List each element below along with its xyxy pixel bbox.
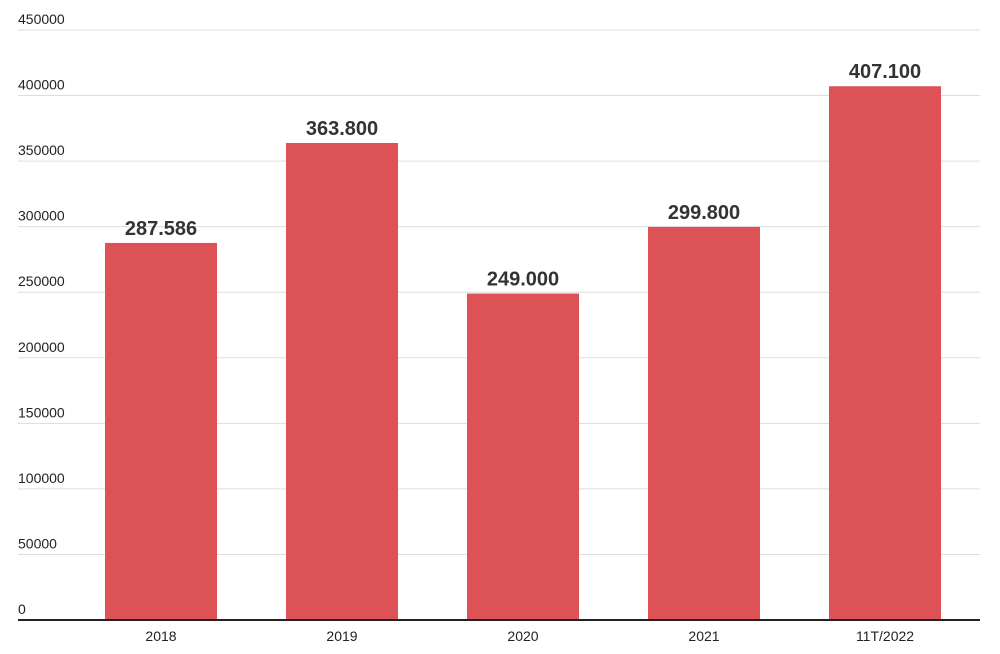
bar-value-label: 299.800 bbox=[668, 202, 740, 224]
bar-value-label: 407.100 bbox=[849, 61, 921, 83]
y-tick-label: 300000 bbox=[18, 208, 65, 224]
x-tick-label: 2020 bbox=[507, 628, 538, 644]
y-tick-label: 150000 bbox=[18, 404, 65, 420]
bar-2019 bbox=[286, 143, 398, 621]
y-tick-label: 50000 bbox=[18, 535, 57, 551]
bar-value-label: 363.800 bbox=[306, 118, 378, 140]
bar-value-labels: 287.586 363.800 249.000 299.800 407.100 bbox=[125, 61, 921, 290]
bar-value-label: 287.586 bbox=[125, 218, 197, 240]
y-tick-label: 0 bbox=[18, 601, 26, 617]
bars bbox=[105, 86, 941, 621]
y-axis-ticks: 0 50000 100000 150000 200000 250000 300000 3500… bbox=[18, 11, 65, 617]
bar-11t-2022 bbox=[829, 86, 941, 621]
bar-value-label: 249.000 bbox=[487, 269, 559, 291]
x-tick-label: 2019 bbox=[326, 628, 357, 644]
bar-2018 bbox=[105, 242, 217, 620]
y-tick-label: 350000 bbox=[18, 142, 65, 158]
y-tick-label: 100000 bbox=[18, 470, 65, 486]
y-tick-label: 450000 bbox=[18, 11, 65, 27]
bar-2020 bbox=[467, 293, 579, 620]
x-axis-labels: 2018 2019 2020 2021 11T/2022 bbox=[145, 628, 914, 644]
y-tick-label: 400000 bbox=[18, 77, 65, 93]
bar-2021 bbox=[648, 226, 760, 620]
y-tick-label: 200000 bbox=[18, 339, 65, 355]
x-tick-label: 2021 bbox=[688, 628, 719, 644]
x-tick-label: 11T/2022 bbox=[856, 628, 914, 644]
x-tick-label: 2018 bbox=[145, 628, 176, 644]
y-tick-label: 250000 bbox=[18, 273, 65, 289]
